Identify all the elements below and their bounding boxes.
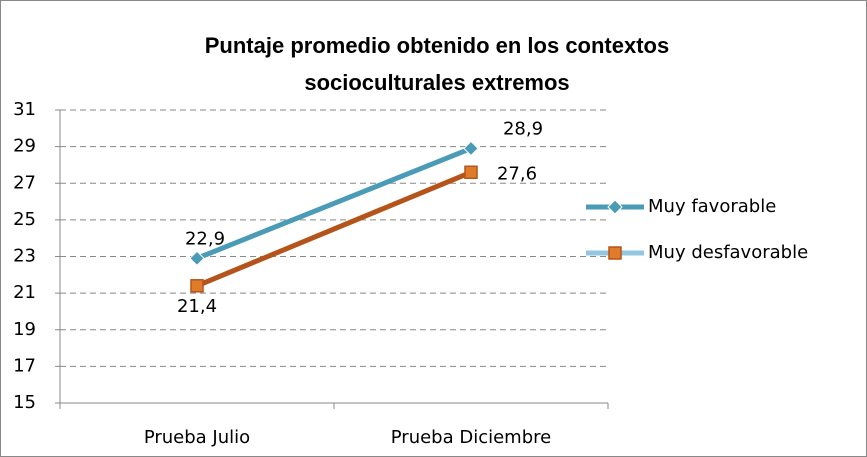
data-label: 21,4 [177, 296, 217, 317]
series-line [196, 146, 472, 261]
data-point [190, 279, 204, 293]
x-tick-label: Prueba Diciembre [391, 427, 551, 448]
data-label: 22,9 [185, 228, 225, 249]
chart-title-line: socioculturales extremos [304, 70, 569, 95]
y-tick-label: 25 [13, 209, 36, 230]
legend-marker [608, 246, 622, 260]
y-tick-label: 31 [13, 99, 36, 120]
y-tick-label: 15 [13, 392, 36, 413]
data-label: 27,6 [497, 163, 537, 184]
y-tick-label: 23 [13, 246, 36, 267]
y-tick-label: 19 [13, 319, 36, 340]
x-tick-label: Prueba Julio [144, 427, 250, 448]
legend-marker [607, 199, 623, 215]
data-point [464, 165, 478, 180]
legend-label: Muy desfavorable [648, 242, 808, 263]
y-tick-label: 29 [13, 136, 36, 157]
chart-title-line: Puntaje promedio obtenido en los context… [205, 33, 669, 58]
series-line [196, 169, 472, 289]
y-tick-label: 21 [13, 282, 36, 303]
legend-label: Muy favorable [648, 196, 776, 217]
y-tick-label: 27 [13, 172, 36, 193]
y-tick-label: 17 [13, 355, 36, 376]
data-label: 28,9 [503, 118, 543, 139]
data-point [463, 140, 479, 157]
data-point [189, 250, 205, 267]
